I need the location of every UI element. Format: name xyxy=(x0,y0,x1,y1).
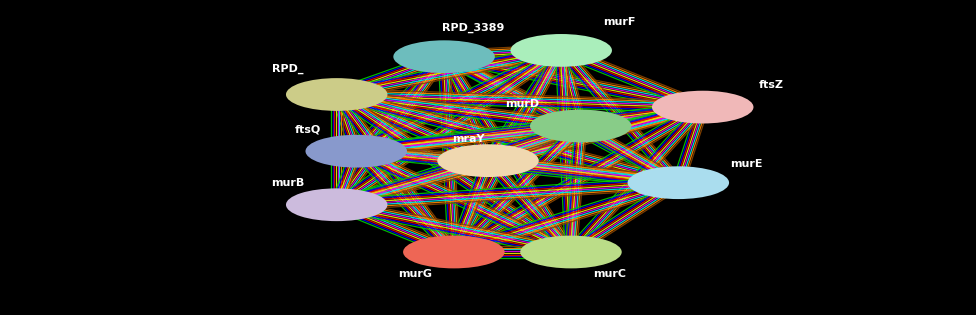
Ellipse shape xyxy=(305,135,407,168)
Ellipse shape xyxy=(403,236,505,268)
Text: RPD_: RPD_ xyxy=(272,64,304,74)
Text: murF: murF xyxy=(603,17,636,27)
Ellipse shape xyxy=(652,91,753,123)
Ellipse shape xyxy=(520,236,622,268)
Ellipse shape xyxy=(510,34,612,67)
Text: murB: murB xyxy=(271,178,305,188)
Text: murG: murG xyxy=(398,269,431,279)
Ellipse shape xyxy=(530,110,631,142)
Ellipse shape xyxy=(393,40,495,73)
Text: ftsZ: ftsZ xyxy=(758,80,784,90)
Text: RPD_3389: RPD_3389 xyxy=(442,23,505,33)
Text: murD: murD xyxy=(506,99,539,109)
Ellipse shape xyxy=(286,78,387,111)
Text: murE: murE xyxy=(730,159,763,169)
Text: ftsQ: ftsQ xyxy=(295,124,320,134)
Text: mraY: mraY xyxy=(452,134,485,144)
Ellipse shape xyxy=(437,144,539,177)
Ellipse shape xyxy=(628,166,729,199)
Text: murC: murC xyxy=(593,269,627,279)
Ellipse shape xyxy=(286,188,387,221)
